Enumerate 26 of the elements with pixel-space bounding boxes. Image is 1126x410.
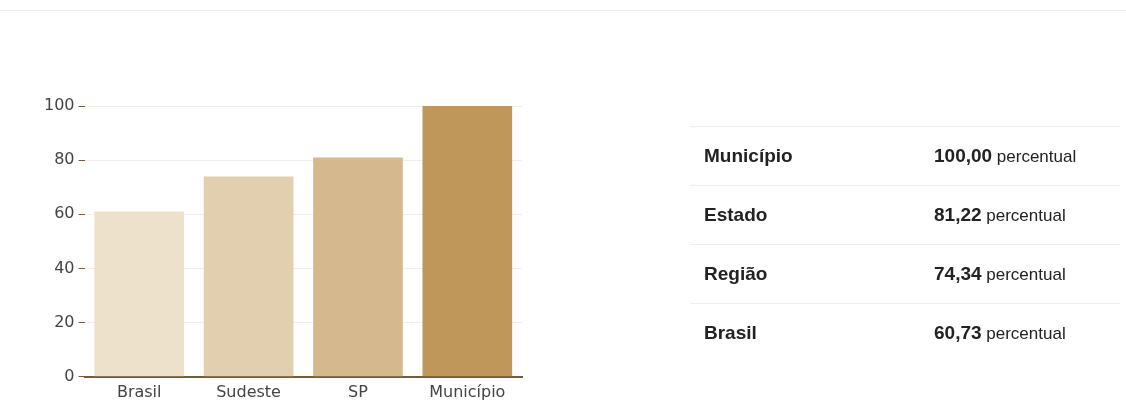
text: percentual (995, 147, 1077, 166)
text: percentual (985, 324, 1066, 343)
y-tick-label: 0 (64, 365, 75, 385)
bar (203, 176, 294, 377)
text: percentual (985, 265, 1066, 284)
category-label: Brasil (690, 303, 934, 362)
category-label: Região (690, 244, 934, 304)
y-tick-label: 40 (54, 257, 75, 277)
y-tick-label: 80 (54, 149, 75, 169)
category-label: Município (690, 126, 934, 186)
bar (422, 106, 513, 377)
text: percentual (985, 206, 1066, 225)
text: 100,00 (934, 145, 993, 166)
text: 81,22 (934, 204, 982, 225)
text: 74,34 (934, 263, 982, 284)
category-label: Estado (690, 185, 934, 245)
x-tick-label: Município (429, 381, 506, 401)
bar (94, 211, 185, 377)
x-tick-label: Sudeste (216, 381, 281, 401)
text: 60,73 (934, 322, 982, 343)
y-tick-label: 60 (54, 203, 75, 223)
x-tick-label: SP (348, 381, 369, 401)
x-tick-label: Brasil (116, 381, 162, 401)
y-tick-label: 20 (54, 311, 75, 331)
y-tick-label: 100 (43, 95, 75, 115)
bar (313, 157, 403, 377)
